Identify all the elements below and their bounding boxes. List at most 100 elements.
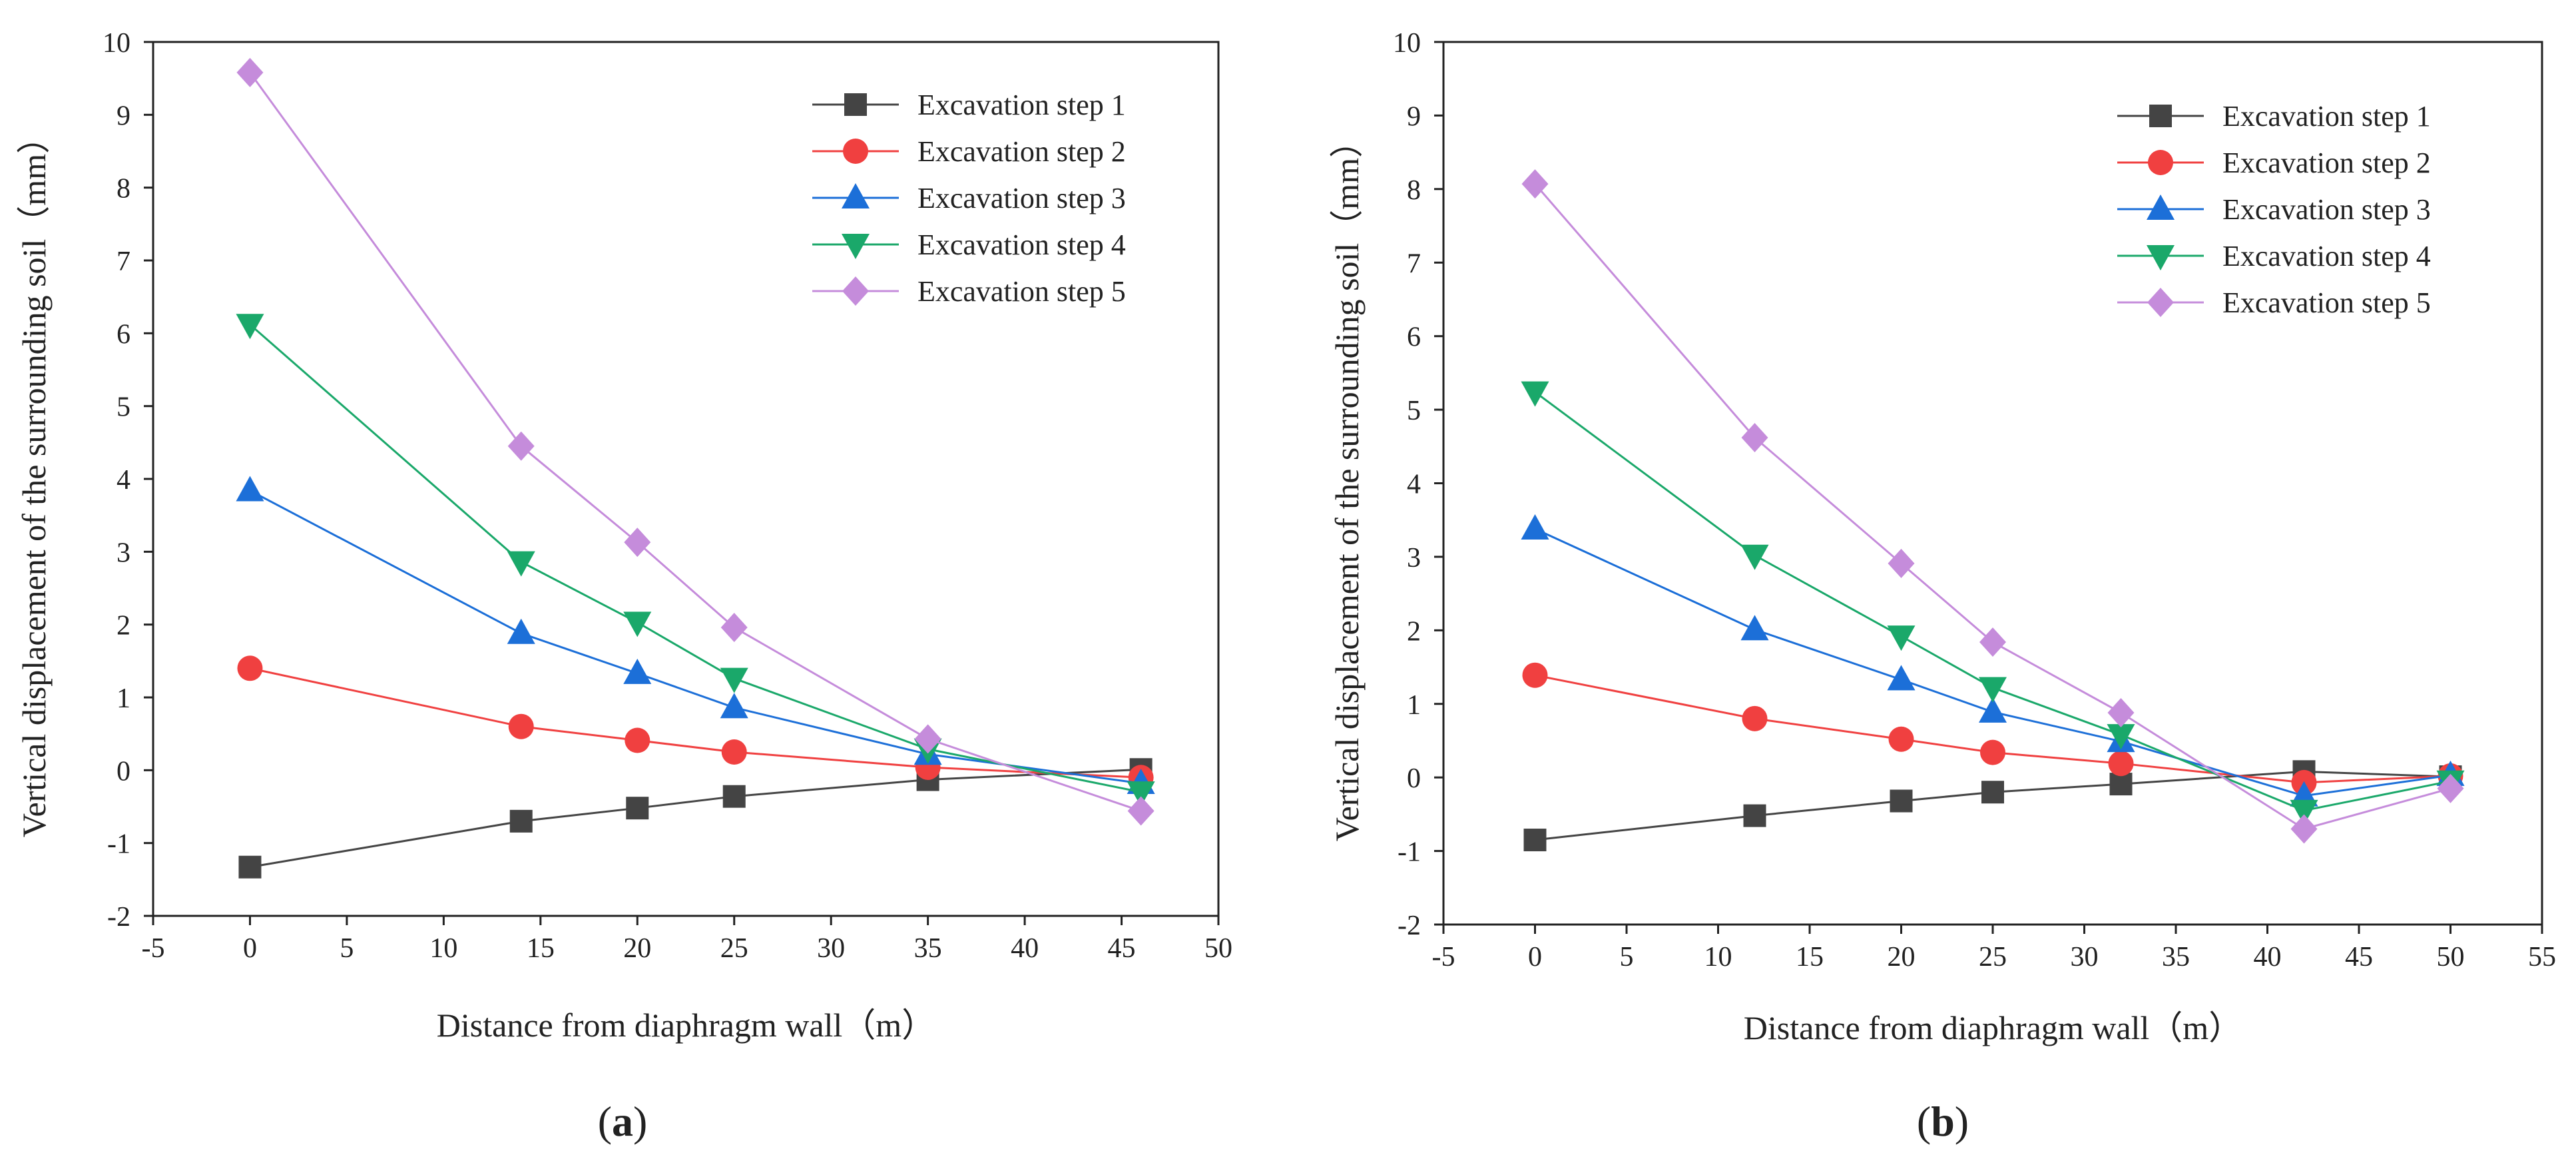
y-tick-label-b: -2 [1398, 911, 1421, 941]
y-tick-label-b: 6 [1407, 322, 1421, 353]
y-tick-label-a: -2 [107, 902, 130, 933]
x-tick-label-a: 40 [1011, 933, 1039, 964]
x-tick-label-a: -5 [142, 933, 165, 964]
x-tick-label-b: -5 [1432, 942, 1455, 972]
y-tick-label-b: 7 [1407, 248, 1421, 279]
data-point-b-1 [1981, 781, 2004, 804]
y-tick-label-a: 1 [117, 683, 130, 714]
x-tick-label-a: 5 [340, 933, 354, 964]
data-point-a-3 [236, 476, 264, 502]
series-line-a-5 [249, 72, 1142, 812]
data-point-a-5 [236, 57, 264, 87]
data-point-b-1 [1890, 789, 1913, 813]
x-tick-label-b: 50 [2437, 942, 2465, 972]
data-point-b-5 [2107, 698, 2135, 727]
data-point-b-4 [1979, 677, 2007, 703]
legend-label-a-2: Excavation step 2 [917, 135, 1126, 168]
data-point-b-2 [1522, 662, 1548, 688]
y-tick-label-a: 8 [117, 174, 130, 204]
data-point-a-5 [1127, 796, 1155, 826]
data-point-a-1 [238, 855, 262, 879]
legend-marker-a-1 [844, 93, 867, 116]
panel-label-a: (a) [598, 1098, 648, 1145]
data-point-b-3 [1521, 514, 1549, 540]
data-point-a-2 [625, 727, 650, 753]
x-tick-label-a: 35 [914, 933, 942, 964]
y-tick-label-a: 5 [117, 392, 130, 423]
y-axis-title-a: Vertical displacement of the surrounding… [15, 121, 53, 837]
series-line-a-3 [249, 490, 1141, 785]
data-point-a-5 [624, 528, 651, 558]
series-line-a-4 [249, 324, 1141, 793]
x-tick-label-a: 50 [1204, 933, 1232, 964]
legend-marker-b-1 [2149, 105, 2172, 127]
x-tick-label-b: 30 [2071, 942, 2099, 972]
y-tick-label-b: 5 [1407, 396, 1421, 426]
y-tick-label-a: 7 [117, 246, 130, 277]
chart-panel-b: -5 0 5 10 15 20 25 30 35 40 45 50 55-2-1012345678910… [1328, 28, 2556, 1145]
legend-label-b-2: Excavation step 2 [2222, 147, 2431, 179]
data-point-b-4 [1887, 625, 1916, 651]
y-tick-label-a: 0 [117, 756, 130, 787]
y-tick-label-a: 3 [117, 538, 130, 568]
data-point-a-5 [720, 613, 748, 643]
x-tick-label-a: 30 [817, 933, 845, 964]
data-point-a-2 [721, 739, 747, 765]
legend-b: Excavation step 1 Excavation step 2 Excava… [2117, 100, 2431, 319]
data-point-b-4 [2107, 724, 2135, 750]
x-tick-label-b: 20 [1888, 942, 1916, 972]
legend-marker-a-5 [842, 276, 869, 306]
data-point-a-3 [623, 658, 652, 684]
legend-label-b-3: Excavation step 3 [2222, 193, 2431, 226]
legend-marker-b-5 [2147, 288, 2174, 317]
y-tick-label-a: 9 [117, 101, 130, 131]
data-point-a-2 [508, 713, 534, 739]
x-axis-title-b: Distance from diaphragm wall（m） [1744, 1009, 2242, 1046]
data-point-b-3 [1979, 697, 2007, 723]
legend-marker-b-4 [2147, 245, 2175, 270]
x-tick-label-a: 15 [527, 933, 555, 964]
data-point-b-1 [1523, 829, 1547, 852]
data-point-b-5 [1888, 548, 1915, 578]
data-point-a-4 [720, 667, 748, 693]
y-tick-label-b: 1 [1407, 690, 1421, 721]
data-point-a-4 [236, 314, 264, 340]
legend-label-b-5: Excavation step 5 [2222, 286, 2431, 319]
data-point-b-4 [2290, 799, 2318, 825]
legend-marker-a-2 [843, 139, 868, 164]
x-tick-label-a: 10 [429, 933, 457, 964]
y-tick-label-b: 2 [1407, 616, 1421, 647]
series-line-b-5 [1534, 183, 2451, 831]
data-point-a-5 [914, 724, 941, 754]
x-tick-label-a: 25 [720, 933, 748, 964]
data-point-b-2 [1742, 705, 1768, 731]
legend-marker-b-2 [2148, 150, 2173, 175]
data-point-a-1 [509, 809, 533, 833]
data-point-a-3 [507, 618, 535, 644]
data-point-a-4 [1127, 781, 1155, 807]
data-point-b-4 [1740, 544, 1769, 570]
data-point-b-3 [1740, 615, 1769, 641]
data-point-b-1 [1743, 804, 1766, 827]
data-point-b-2 [2108, 751, 2134, 777]
x-axis-title-a: Distance from diaphragm wall（m） [437, 1006, 935, 1044]
y-tick-label-b: -1 [1398, 837, 1421, 868]
data-point-b-2 [1980, 739, 2005, 765]
y-tick-label-b: 4 [1407, 470, 1421, 500]
data-point-a-1 [722, 785, 746, 808]
x-tick-label-b: 40 [2254, 942, 2282, 972]
legend-label-a-4: Excavation step 4 [917, 228, 1126, 261]
data-point-a-2 [237, 655, 263, 681]
y-tick-label-a: 10 [103, 28, 130, 59]
x-tick-label-b: 55 [2528, 942, 2556, 972]
plot-frame-a [152, 41, 1220, 917]
data-point-a-1 [626, 797, 649, 820]
data-point-b-4 [1521, 381, 1549, 407]
data-point-b-2 [1888, 726, 1914, 752]
y-axis-title-b: Vertical displacement of the surrounding… [1328, 125, 1366, 841]
series-line-a-1 [250, 768, 1141, 869]
series-layer-b [1521, 169, 2465, 852]
